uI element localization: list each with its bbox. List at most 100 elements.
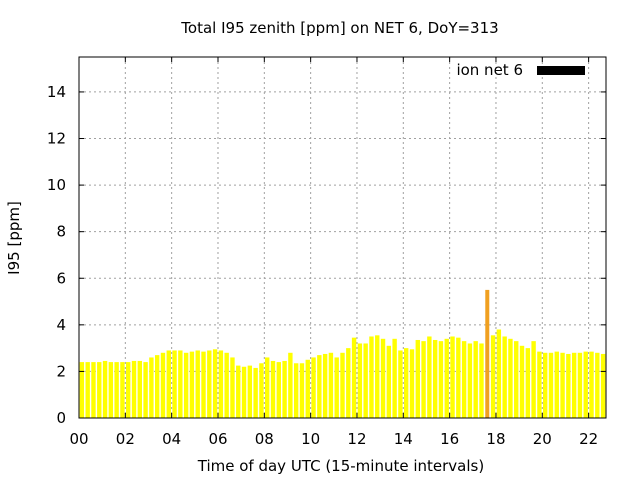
bar [583, 351, 588, 418]
bar [241, 366, 247, 418]
bar [346, 348, 351, 418]
bar [485, 289, 490, 418]
x-tick-label: 14 [394, 430, 413, 448]
bar [207, 350, 212, 418]
bar [514, 341, 519, 418]
y-tick-label: 4 [56, 316, 66, 334]
bar [479, 343, 484, 418]
chart-title: Total I95 zenith [ppm] on NET 6, DoY=313 [180, 19, 498, 37]
bar [467, 343, 473, 418]
x-tick-label: 12 [347, 430, 366, 448]
bar [276, 362, 281, 418]
bar [537, 351, 542, 418]
bar [189, 351, 195, 418]
bar [183, 352, 189, 418]
bar [172, 350, 177, 418]
bar [560, 352, 565, 418]
bar [247, 365, 253, 418]
bar [519, 345, 525, 418]
bar [230, 357, 235, 418]
bar [398, 350, 403, 418]
bar [114, 362, 119, 418]
x-tick-label: 06 [208, 430, 227, 448]
x-tick-label: 20 [533, 430, 552, 448]
bar [566, 353, 571, 418]
bar [502, 336, 507, 418]
bar [473, 341, 478, 418]
bar [126, 362, 131, 418]
legend-swatch [537, 66, 585, 75]
bar [131, 360, 137, 418]
bar [421, 341, 426, 418]
plot-area-frame [78, 56, 607, 419]
x-tick-label: 00 [69, 430, 88, 448]
bar [577, 352, 583, 418]
bar [282, 360, 287, 418]
bar [102, 360, 108, 418]
bar [531, 341, 536, 418]
x-tick-label: 10 [301, 430, 320, 448]
bar [554, 351, 559, 418]
bar [415, 339, 420, 418]
bar [543, 352, 548, 418]
bar [178, 350, 183, 418]
bar [154, 355, 160, 418]
bar [404, 348, 409, 418]
y-tick-label: 14 [47, 83, 66, 101]
bar [97, 362, 102, 418]
bar [427, 336, 432, 418]
bars [79, 289, 606, 418]
bar [259, 363, 264, 418]
bar [201, 351, 206, 418]
bar [265, 357, 270, 418]
bar [525, 348, 531, 418]
bar [450, 336, 455, 418]
bar [328, 352, 334, 418]
bar [224, 352, 229, 418]
bar [456, 337, 461, 418]
bar [120, 362, 125, 418]
x-tick-label: 16 [440, 430, 459, 448]
bar [600, 353, 606, 418]
bar [340, 352, 345, 418]
bar [351, 337, 357, 418]
x-tick-label: 04 [162, 430, 181, 448]
bar [409, 349, 415, 418]
bar [236, 365, 241, 418]
bar [571, 352, 577, 418]
legend-label: ion net 6 [456, 61, 523, 79]
bar [166, 350, 171, 418]
y-tick-label: 0 [56, 409, 66, 427]
bar [392, 338, 397, 418]
bar [595, 352, 600, 418]
bar [293, 363, 299, 418]
y-tick-label: 10 [47, 176, 66, 194]
bar [160, 352, 166, 418]
bar [432, 339, 438, 418]
bar [334, 357, 339, 418]
y-tick-label: 12 [47, 130, 66, 148]
bar [311, 357, 316, 418]
bar [108, 362, 114, 418]
bar [79, 362, 85, 418]
bar [490, 335, 496, 418]
bar [589, 351, 594, 418]
y-tick-label: 8 [56, 223, 66, 241]
bar [508, 338, 513, 418]
bar [218, 350, 224, 418]
y-tick-label: 6 [56, 269, 66, 287]
bar [85, 362, 90, 418]
bar [91, 362, 96, 418]
grid-lines [79, 57, 606, 418]
bar [253, 367, 258, 418]
bar [317, 355, 322, 418]
bar [322, 353, 328, 418]
y-tick-label: 2 [56, 362, 66, 380]
x-tick-label: 08 [255, 430, 274, 448]
bar [380, 338, 386, 418]
bar [212, 349, 218, 418]
x-axis-label: Time of day UTC (15-minute intervals) [197, 457, 484, 475]
bar [444, 338, 449, 418]
bar [363, 343, 368, 418]
